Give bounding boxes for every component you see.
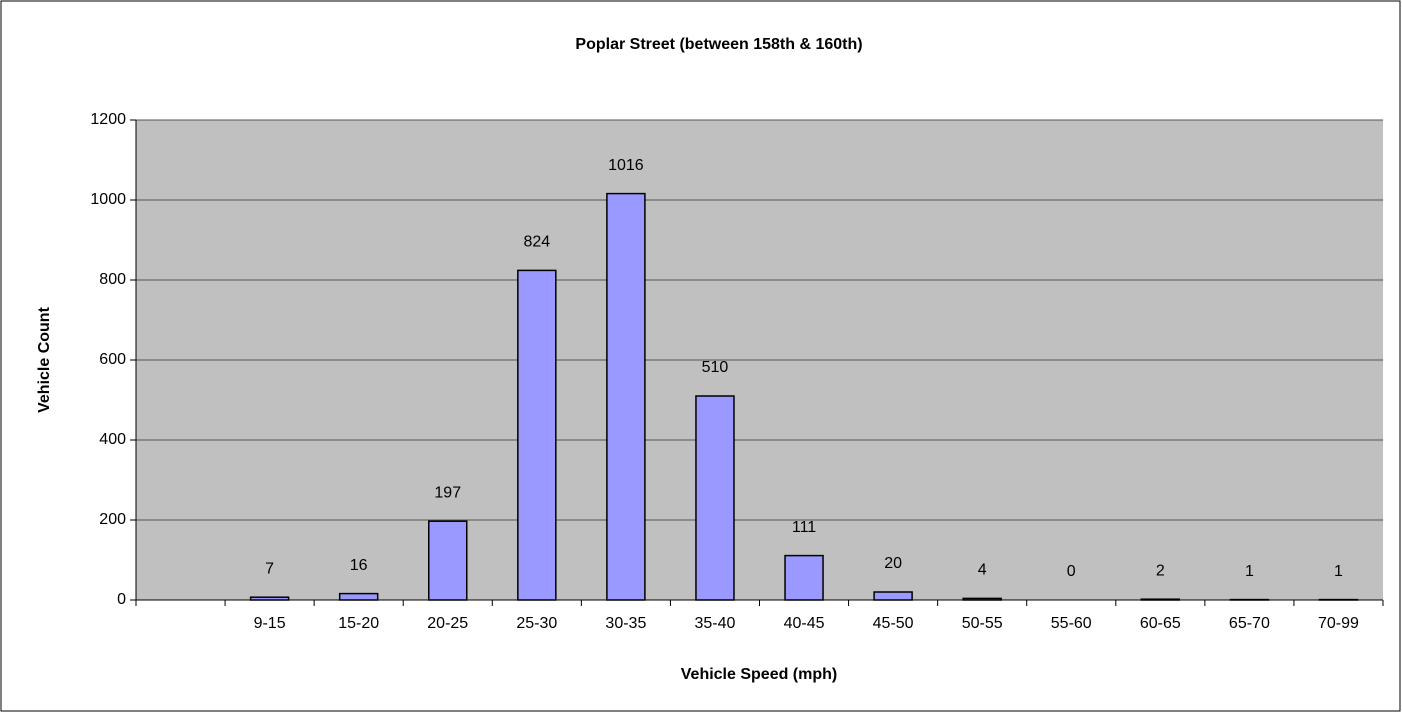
x-tick-label: 50-55 [962, 615, 1003, 632]
x-tick-label: 35-40 [695, 615, 736, 632]
data-label: 2 [1156, 562, 1165, 579]
bar [606, 192, 646, 601]
data-label: 16 [350, 557, 368, 574]
x-tick-label: 60-65 [1140, 615, 1181, 632]
data-label: 20 [884, 555, 902, 572]
x-tick-label: 45-50 [873, 615, 914, 632]
data-label: 111 [792, 519, 816, 536]
y-tick-label: 200 [99, 511, 126, 528]
x-tick-label: 70-99 [1318, 615, 1359, 632]
y-tick-label: 1200 [90, 111, 126, 128]
y-tick-label: 0 [117, 591, 126, 608]
y-tick-label: 800 [99, 271, 126, 288]
x-tick-label: 20-25 [427, 615, 468, 632]
data-label: 824 [523, 234, 550, 251]
data-label: 7 [265, 560, 274, 577]
data-label: 197 [434, 484, 461, 501]
y-tick-label: 600 [99, 351, 126, 368]
data-label: 0 [1067, 563, 1076, 580]
data-label: 1 [1334, 563, 1343, 580]
y-tick-label: 400 [99, 431, 126, 448]
x-tick-label: 15-20 [338, 615, 379, 632]
x-tick-label: 9-15 [254, 615, 286, 632]
data-label: 510 [702, 359, 729, 376]
bar [695, 395, 735, 601]
x-axis-label: Vehicle Speed (mph) [681, 666, 837, 683]
data-label: 1 [1245, 563, 1254, 580]
bar [338, 592, 379, 601]
x-tick-label: 40-45 [784, 615, 825, 632]
data-label: 1016 [608, 157, 644, 174]
bar [873, 591, 913, 601]
x-tick-label: 55-60 [1051, 615, 1092, 632]
x-tick-label: 65-70 [1229, 615, 1270, 632]
bar [428, 520, 468, 601]
x-tick-label: 30-35 [605, 615, 646, 632]
y-axis-label: Vehicle Count [36, 306, 53, 412]
chart-title: Poplar Street (between 158th & 160th) [575, 36, 862, 53]
bar [784, 554, 824, 601]
y-tick-label: 1000 [90, 191, 126, 208]
bar [517, 269, 557, 601]
x-tick-label: 25-30 [516, 615, 557, 632]
data-label: 4 [978, 562, 987, 579]
